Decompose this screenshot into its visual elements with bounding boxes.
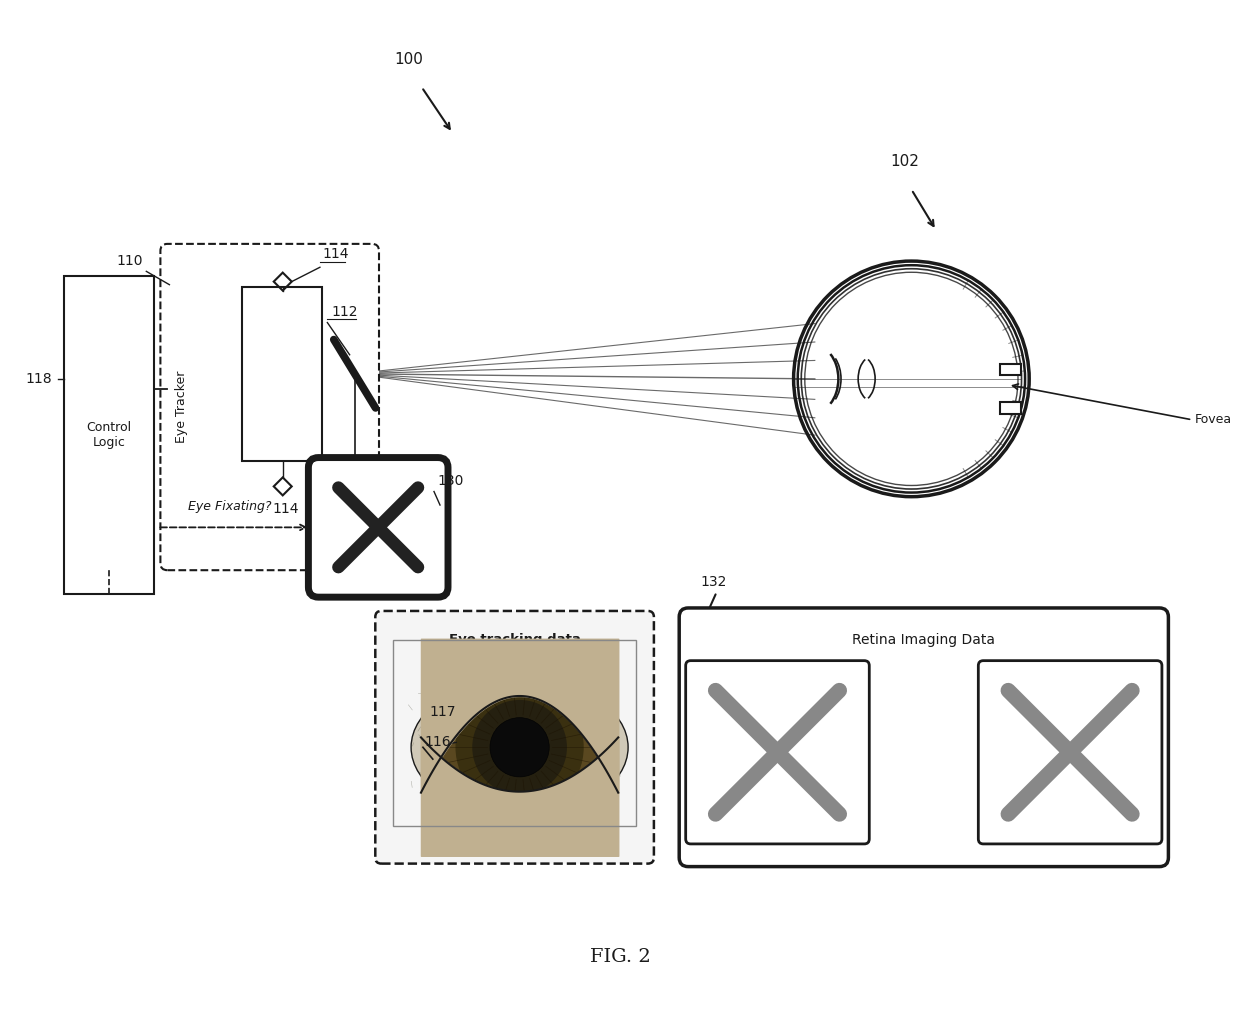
Text: 116: 116: [425, 735, 451, 750]
Text: Eye Fixating?: Eye Fixating?: [187, 501, 272, 513]
Text: Control
Logic: Control Logic: [87, 421, 131, 450]
Text: 112: 112: [331, 305, 357, 319]
Circle shape: [490, 718, 549, 777]
FancyBboxPatch shape: [242, 287, 322, 461]
FancyBboxPatch shape: [686, 660, 869, 844]
Text: 114: 114: [322, 247, 348, 261]
Text: Retina Imaging Data: Retina Imaging Data: [852, 633, 996, 647]
Text: 132: 132: [701, 574, 727, 589]
Text: 117: 117: [430, 705, 456, 719]
Text: 102: 102: [890, 154, 920, 169]
Text: 100: 100: [394, 51, 424, 67]
FancyBboxPatch shape: [1001, 402, 1022, 415]
Text: 114: 114: [272, 502, 299, 516]
FancyBboxPatch shape: [1001, 364, 1022, 376]
Text: 118: 118: [26, 372, 52, 386]
Text: Eye Tracker: Eye Tracker: [175, 371, 188, 443]
Bar: [393, 640, 636, 825]
Ellipse shape: [423, 690, 616, 804]
FancyBboxPatch shape: [64, 276, 154, 594]
FancyBboxPatch shape: [680, 608, 1168, 866]
FancyBboxPatch shape: [160, 244, 379, 570]
FancyBboxPatch shape: [309, 458, 448, 597]
Circle shape: [455, 683, 584, 811]
FancyBboxPatch shape: [978, 660, 1162, 844]
Text: 130: 130: [438, 474, 464, 488]
FancyBboxPatch shape: [376, 611, 653, 863]
Circle shape: [490, 718, 549, 777]
Circle shape: [472, 700, 567, 795]
Ellipse shape: [412, 678, 629, 816]
Circle shape: [439, 667, 600, 828]
Text: FIG. 2: FIG. 2: [590, 948, 650, 967]
Circle shape: [420, 648, 619, 846]
Text: 110: 110: [117, 254, 143, 268]
Text: Eye tracking data: Eye tracking data: [449, 633, 580, 646]
Text: Fovea: Fovea: [1194, 414, 1231, 426]
